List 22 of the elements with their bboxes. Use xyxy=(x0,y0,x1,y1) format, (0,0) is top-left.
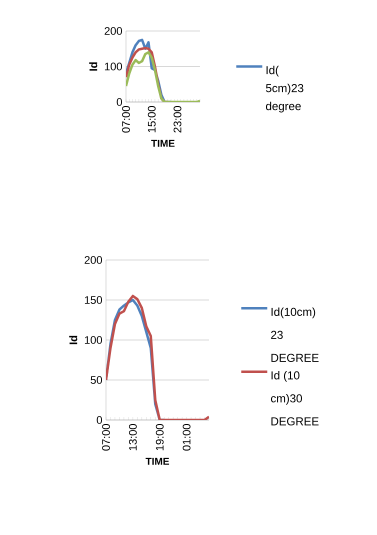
y-axis-title: Id xyxy=(69,336,78,344)
x-tick-label: 01:00 xyxy=(182,424,190,451)
x-tick-label: 23:00 xyxy=(174,106,182,133)
y-tick-label: 0 xyxy=(96,416,102,424)
y-tick-label: 0 xyxy=(116,98,122,106)
text: Id(10cm) 23 DEGREE xyxy=(271,308,319,362)
y-tick-label: 100 xyxy=(84,336,102,344)
x-tick-label: 07:00 xyxy=(102,424,110,451)
x-tick-label: 15:00 xyxy=(148,106,156,132)
y-tick-label: 200 xyxy=(84,256,102,264)
x-tick-label: 13:00 xyxy=(128,424,137,450)
x-tick-label: 19:00 xyxy=(156,424,164,450)
x-axis-title: TIME xyxy=(151,140,175,147)
x-tick-label: 07:00 xyxy=(122,106,130,133)
x-axis-title: TIME xyxy=(146,458,170,465)
y-tick-label: 150 xyxy=(84,296,102,304)
y-tick-label: 50 xyxy=(90,376,102,384)
y-tick-label: 100 xyxy=(104,62,122,70)
y-axis-title: Id xyxy=(89,62,98,71)
legend-label: Id( 5cm)23 degree xyxy=(266,66,304,112)
y-tick-label: 200 xyxy=(104,27,122,35)
legend-label: Id (10 cm)30 DEGREE xyxy=(270,371,319,426)
